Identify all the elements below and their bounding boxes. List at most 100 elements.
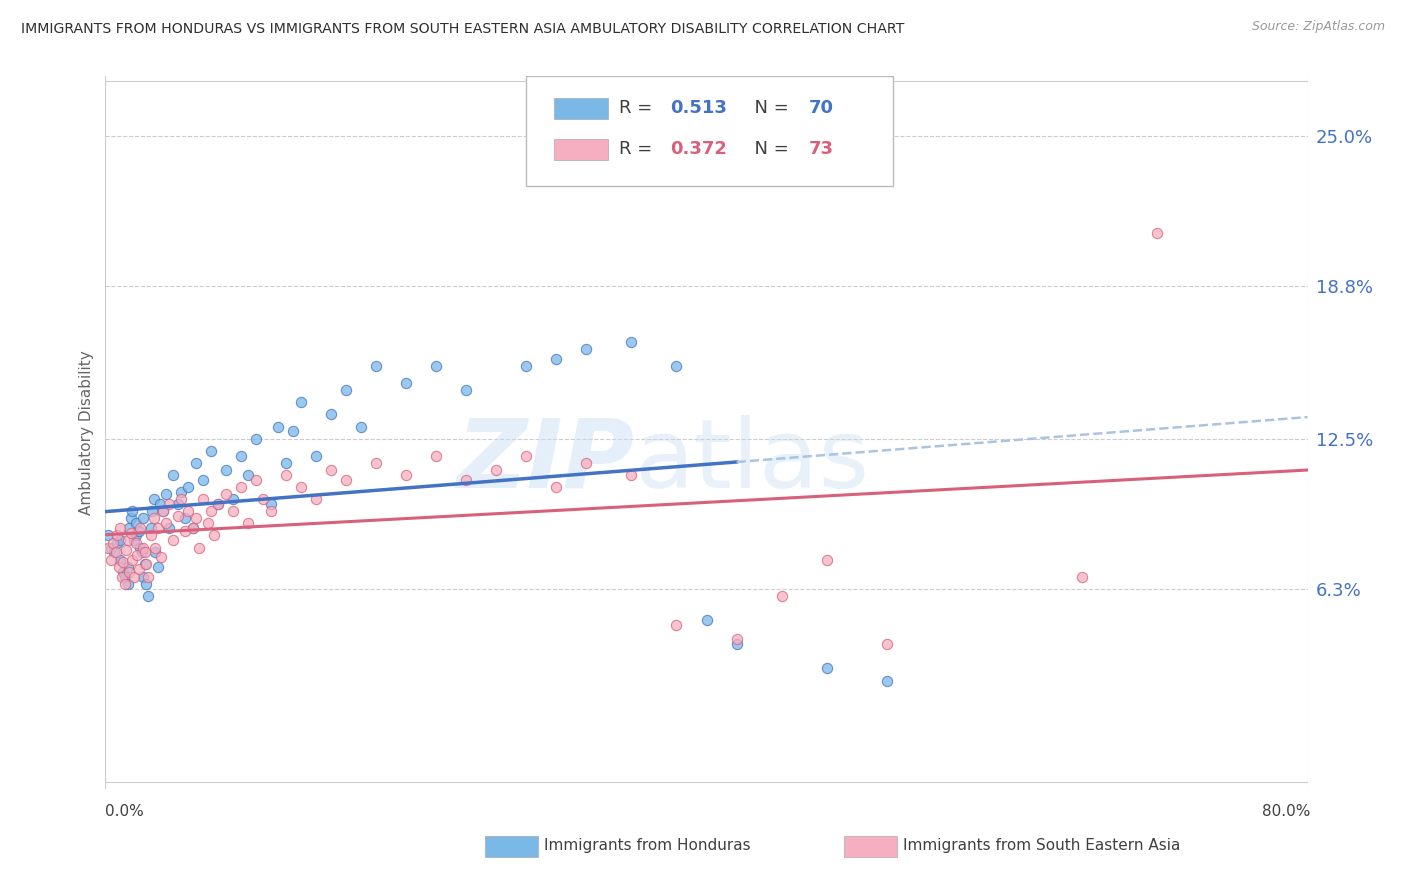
Point [197, 516, 219, 531]
Point [364, 456, 387, 470]
Point [111, 569, 134, 583]
Point [121, 552, 143, 566]
Point [157, 497, 180, 511]
Point [290, 395, 312, 409]
Point [770, 589, 793, 603]
Point [169, 484, 191, 499]
Point [485, 463, 508, 477]
Point [1146, 226, 1168, 240]
Point [136, 569, 159, 583]
Point [214, 487, 236, 501]
Point [174, 511, 197, 525]
Point [252, 492, 274, 507]
Point [238, 467, 260, 482]
Point [117, 576, 139, 591]
Point [815, 661, 838, 675]
Point [319, 463, 342, 477]
Point [124, 535, 146, 549]
Point [107, 528, 129, 542]
Point [665, 618, 688, 632]
Point [725, 637, 748, 651]
Point [155, 487, 177, 501]
Point [129, 541, 152, 555]
Text: N =: N = [742, 99, 794, 117]
Point [155, 516, 177, 531]
Point [191, 473, 214, 487]
Point [425, 449, 447, 463]
Point [132, 511, 155, 525]
Point [112, 555, 135, 569]
Point [191, 492, 214, 507]
FancyBboxPatch shape [554, 138, 607, 160]
Point [125, 548, 148, 562]
Point [725, 632, 748, 647]
Point [350, 419, 373, 434]
Point [146, 560, 169, 574]
Point [546, 480, 568, 494]
Point [143, 545, 166, 559]
Point [148, 497, 170, 511]
Point [134, 558, 156, 572]
Point [110, 521, 132, 535]
Point [114, 576, 136, 591]
Point [128, 524, 150, 538]
Point [136, 589, 159, 603]
Point [267, 419, 290, 434]
Text: 73: 73 [808, 140, 834, 158]
Text: R =: R = [619, 99, 658, 117]
Point [112, 565, 135, 579]
Point [177, 480, 200, 494]
Point [575, 456, 598, 470]
Point [115, 543, 138, 558]
Text: N =: N = [742, 140, 794, 158]
Point [152, 504, 174, 518]
Point [143, 541, 166, 555]
Point [238, 516, 260, 531]
Point [214, 463, 236, 477]
Text: 0.372: 0.372 [671, 140, 727, 158]
Point [395, 376, 418, 390]
Point [104, 545, 127, 559]
Point [222, 504, 245, 518]
Point [120, 526, 142, 541]
Text: ZIP: ZIP [457, 415, 634, 508]
Text: 80.0%: 80.0% [1263, 805, 1310, 819]
Text: atlas: atlas [634, 415, 869, 508]
Point [575, 342, 598, 356]
Point [260, 497, 283, 511]
Point [103, 545, 125, 559]
Text: 70: 70 [808, 99, 834, 117]
Point [200, 443, 222, 458]
Point [184, 511, 207, 525]
Point [135, 558, 157, 572]
Point [245, 473, 267, 487]
Point [139, 521, 162, 535]
Point [696, 613, 718, 627]
Point [157, 521, 180, 535]
Point [620, 334, 643, 349]
FancyBboxPatch shape [526, 76, 893, 186]
Point [229, 449, 252, 463]
Point [876, 673, 898, 688]
Point [207, 497, 229, 511]
Point [150, 550, 173, 565]
Point [546, 351, 568, 366]
Point [177, 504, 200, 518]
Point [166, 509, 188, 524]
Y-axis label: Ambulatory Disability: Ambulatory Disability [79, 351, 94, 515]
Point [290, 480, 312, 494]
Text: 0.513: 0.513 [671, 99, 727, 117]
Point [118, 565, 141, 579]
Point [110, 533, 132, 548]
Text: Immigrants from South Eastern Asia: Immigrants from South Eastern Asia [903, 838, 1180, 853]
Point [110, 552, 132, 566]
Point [134, 545, 156, 559]
Point [107, 535, 129, 549]
Point [665, 359, 688, 373]
Point [108, 560, 131, 574]
Point [118, 521, 141, 535]
Point [187, 541, 209, 555]
Point [1071, 569, 1094, 583]
Point [124, 528, 146, 542]
Point [132, 541, 155, 555]
